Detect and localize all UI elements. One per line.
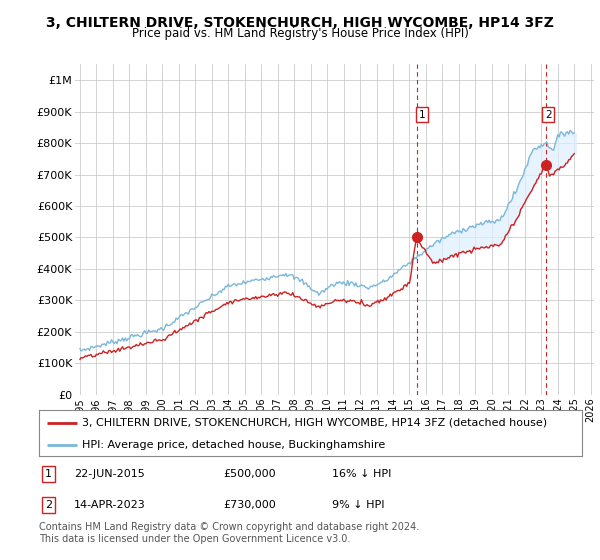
Text: Price paid vs. HM Land Registry's House Price Index (HPI): Price paid vs. HM Land Registry's House … — [131, 27, 469, 40]
Text: 3, CHILTERN DRIVE, STOKENCHURCH, HIGH WYCOMBE, HP14 3FZ: 3, CHILTERN DRIVE, STOKENCHURCH, HIGH WY… — [46, 16, 554, 30]
Text: Contains HM Land Registry data © Crown copyright and database right 2024.
This d: Contains HM Land Registry data © Crown c… — [39, 522, 419, 544]
Text: 1: 1 — [45, 469, 52, 479]
Text: 1: 1 — [419, 110, 425, 120]
Text: 9% ↓ HPI: 9% ↓ HPI — [332, 500, 385, 510]
Text: £500,000: £500,000 — [224, 469, 276, 479]
Text: 2: 2 — [545, 110, 551, 120]
Text: HPI: Average price, detached house, Buckinghamshire: HPI: Average price, detached house, Buck… — [82, 440, 386, 450]
Text: 2: 2 — [45, 500, 52, 510]
Text: £730,000: £730,000 — [224, 500, 277, 510]
Text: 16% ↓ HPI: 16% ↓ HPI — [332, 469, 392, 479]
Text: 22-JUN-2015: 22-JUN-2015 — [74, 469, 145, 479]
Text: 3, CHILTERN DRIVE, STOKENCHURCH, HIGH WYCOMBE, HP14 3FZ (detached house): 3, CHILTERN DRIVE, STOKENCHURCH, HIGH WY… — [82, 418, 548, 428]
Text: 14-APR-2023: 14-APR-2023 — [74, 500, 146, 510]
